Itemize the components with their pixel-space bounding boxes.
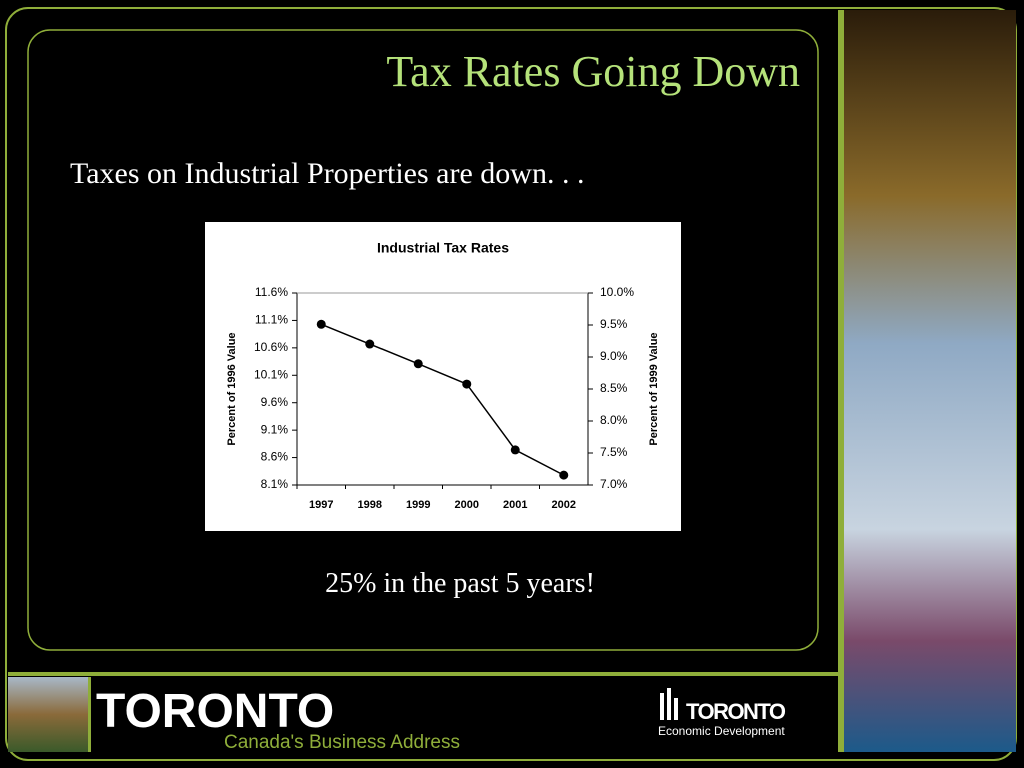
y-tick-label: 9.6% bbox=[261, 395, 289, 409]
x-tick-label: 2000 bbox=[455, 499, 479, 511]
slide-subtitle: Taxes on Industrial Properties are down.… bbox=[70, 157, 584, 190]
y2-tick-label: 7.5% bbox=[600, 445, 628, 459]
line bbox=[320, 323, 565, 476]
y-tick-label: 8.1% bbox=[261, 477, 289, 491]
slide-title: Tax Rates Going Down bbox=[386, 47, 800, 96]
content-frame bbox=[27, 29, 819, 651]
point bbox=[510, 445, 520, 455]
y-tick-label: 10.6% bbox=[254, 340, 288, 354]
point bbox=[316, 319, 326, 329]
y-tick-label: 11.1% bbox=[255, 313, 288, 327]
y2-axis-label: Percent of 1999 Value bbox=[648, 332, 660, 445]
footer-divider bbox=[88, 677, 91, 752]
footer-photo bbox=[8, 677, 88, 752]
divider bbox=[838, 10, 844, 752]
y-tick-label: 10.1% bbox=[254, 367, 288, 381]
y2-tick-label: 10.0% bbox=[600, 285, 634, 299]
footer-rule bbox=[8, 672, 838, 676]
logo-subtitle: Economic Development bbox=[658, 724, 785, 738]
caption: 25% in the past 5 years! bbox=[325, 568, 595, 599]
y2-tick-label: 8.5% bbox=[600, 381, 628, 395]
y-axis-label: Percent of 1996 Value bbox=[226, 332, 238, 445]
point bbox=[413, 359, 423, 369]
y2-tick-label: 9.0% bbox=[600, 349, 628, 363]
city-photo bbox=[838, 10, 1016, 752]
x-tick-label: 1997 bbox=[309, 499, 333, 511]
x-tick-label: 2002 bbox=[552, 499, 576, 511]
chart: Industrial Tax Rates Percent of 1996 Val… bbox=[205, 222, 681, 531]
point bbox=[365, 339, 375, 349]
y-tick-label: 9.1% bbox=[261, 422, 289, 436]
x-tick-label: 1998 bbox=[358, 499, 382, 511]
brand: TORONTO bbox=[96, 685, 334, 738]
logo-title: TORONTO bbox=[686, 699, 786, 724]
tagline: Canada's Business Address bbox=[224, 732, 460, 753]
y2-tick-label: 9.5% bbox=[600, 317, 628, 331]
y2-tick-label: 7.0% bbox=[600, 477, 628, 491]
y-tick-label: 8.6% bbox=[261, 450, 289, 464]
logo-mark bbox=[667, 688, 671, 720]
y-tick-label: 11.6% bbox=[255, 285, 288, 299]
point bbox=[559, 470, 569, 480]
x-tick-label: 2001 bbox=[503, 499, 527, 511]
y2-tick-label: 8.0% bbox=[600, 413, 628, 427]
chart-area bbox=[205, 222, 681, 531]
logo-mark bbox=[660, 693, 664, 720]
logo: TORONTO Economic Development bbox=[658, 688, 786, 738]
logo-mark bbox=[674, 698, 678, 720]
point bbox=[462, 379, 472, 389]
chart-title: Industrial Tax Rates bbox=[377, 240, 509, 256]
x-tick-label: 1999 bbox=[406, 499, 430, 511]
